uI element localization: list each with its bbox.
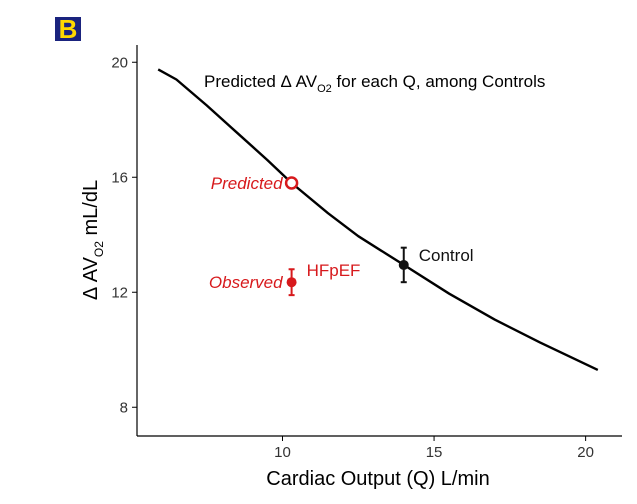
y-axis-label-prefix: Δ AV <box>80 256 102 300</box>
series-line <box>157 68 599 371</box>
chart-title: Predicted Δ AVO2 for each Q, among Contr… <box>204 72 545 95</box>
data-point-open <box>284 176 299 190</box>
x-tick-label: 10 <box>274 444 291 461</box>
data-point <box>398 259 409 270</box>
series-group <box>157 68 599 371</box>
chart-title-suffix: for each Q, among Controls <box>332 72 546 91</box>
x-axis-label: Cardiac Output (Q) L/min <box>266 468 489 490</box>
tick-group: 10 15 20 8 12 16 20 <box>111 54 594 461</box>
y-tick-label: 20 <box>111 54 128 71</box>
point-label-secondary: HFpEF <box>307 261 361 280</box>
panel-label-b: B <box>55 16 81 42</box>
point-label: Predicted <box>211 174 283 193</box>
data-point <box>286 277 297 288</box>
y-axis-label: Δ AVO2 mL/dL <box>80 180 106 300</box>
point-label: Observed <box>209 273 283 292</box>
y-axis-label-subscript: O2 <box>92 241 106 257</box>
points-group: Predicted Observed HFpEF Control <box>209 174 474 297</box>
chart-title-subscript: O2 <box>317 83 332 95</box>
point-label: Control <box>419 246 474 265</box>
y-tick-label: 8 <box>120 399 128 416</box>
y-tick-label: 16 <box>111 169 128 186</box>
chart-title-prefix: Predicted Δ AV <box>204 72 318 91</box>
axes <box>136 45 622 437</box>
y-tick-label: 12 <box>111 284 128 301</box>
x-tick-label: 20 <box>577 444 594 461</box>
y-axis-label-suffix: mL/dL <box>80 180 102 241</box>
x-tick-label: 15 <box>426 444 443 461</box>
